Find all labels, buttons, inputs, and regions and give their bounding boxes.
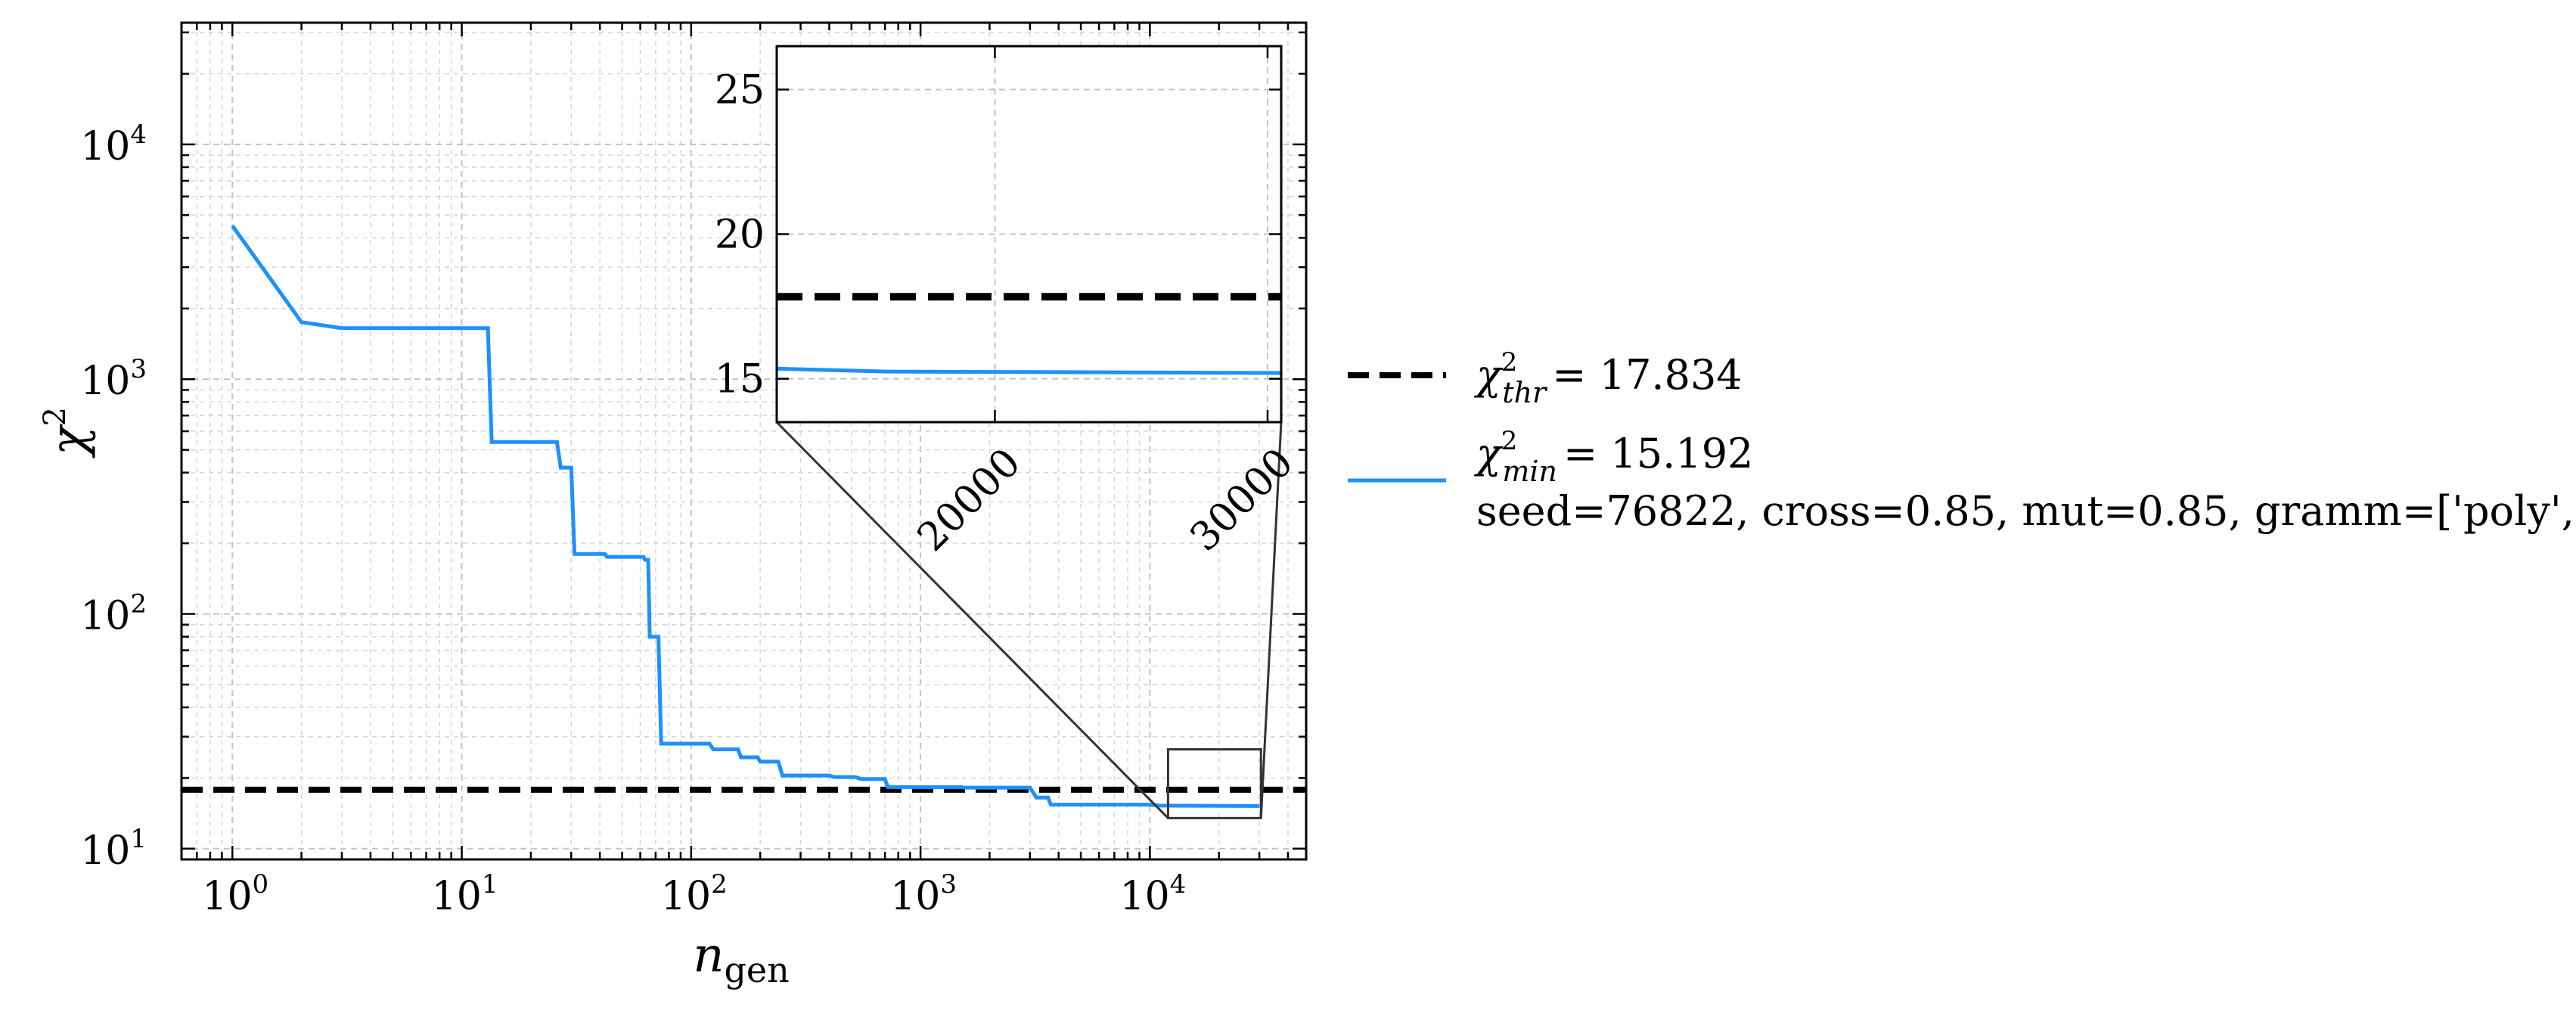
inset-ticks xyxy=(777,46,1281,422)
x-tick-label-exp: 2 xyxy=(711,869,728,900)
y-tick-label-base: 10 xyxy=(80,359,130,404)
x-tick-label-exp: 1 xyxy=(482,869,498,900)
y-tick-label: 102 xyxy=(80,589,147,639)
x-tick-label: 102 xyxy=(661,869,728,919)
inset-y-tick-label: 20 xyxy=(715,213,765,258)
legend-thr-symbol: χ xyxy=(1473,351,1504,399)
x-tick-label: 104 xyxy=(1119,869,1186,919)
y-tick-label-exp: 1 xyxy=(130,824,147,854)
x-axis-title-main: n xyxy=(693,928,724,983)
x-tick-label: 101 xyxy=(432,869,498,919)
legend-label-thr: χ2 thr = 17.834 xyxy=(1473,347,1743,409)
legend-min-sub: min xyxy=(1502,455,1557,488)
legend-label-min: χ2 min = 15.192 xyxy=(1473,426,1753,488)
x-tick-label: 100 xyxy=(202,869,268,919)
inset-y-tick-label: 25 xyxy=(715,67,765,113)
main-series xyxy=(182,225,1306,808)
y-tick-label-base: 10 xyxy=(80,124,130,169)
legend-min-value: = 15.192 xyxy=(1563,430,1753,477)
legend-min-extra: seed=76822, cross=0.85, mut=0.85, gramm=… xyxy=(1476,487,2576,535)
legend-thr-sub: thr xyxy=(1502,376,1548,409)
legend-min-sup: 2 xyxy=(1501,426,1518,456)
y-tick-label-exp: 2 xyxy=(130,589,147,619)
x-tick-label-exp: 0 xyxy=(253,869,269,900)
x-tick-label-exp: 4 xyxy=(1170,869,1187,900)
inset-plot: 20000 30000 15 20 25 xyxy=(715,45,1302,561)
inset-background xyxy=(777,46,1281,422)
zoom-indicator xyxy=(775,421,1283,819)
legend-min-symbol: χ xyxy=(1473,430,1504,477)
zoom-region-box xyxy=(1166,747,1262,819)
x-axis-title-sub: gen xyxy=(724,949,789,990)
zoom-connector-right xyxy=(1259,421,1283,819)
inset-x-tick-label: 30000 xyxy=(1181,440,1302,560)
y-tick-label: 103 xyxy=(80,354,147,404)
main-ticks xyxy=(180,23,1306,861)
x-tick-label-base: 10 xyxy=(432,874,482,919)
y-tick-label: 101 xyxy=(80,824,147,874)
inset-y-tick-label: 15 xyxy=(715,357,765,402)
inset-series xyxy=(776,293,1282,375)
y-tick-label-exp: 4 xyxy=(130,120,147,150)
main-plot-frame xyxy=(180,21,1308,861)
legend-thr-sup: 2 xyxy=(1501,347,1518,378)
x-tick-label-base: 10 xyxy=(661,874,711,919)
zoom-connector-left xyxy=(775,421,1169,819)
y-tick-label-exp: 3 xyxy=(130,354,147,384)
y-tick-label-base: 10 xyxy=(80,828,130,874)
x-tick-label-exp: 3 xyxy=(940,869,957,900)
legend-thr-value: = 17.834 xyxy=(1552,351,1742,399)
y-axis-title-main: χ xyxy=(41,424,97,458)
x-tick-label-base: 10 xyxy=(1119,874,1169,919)
x-tick-label: 103 xyxy=(890,869,957,919)
x-tick-label-base: 10 xyxy=(202,874,252,919)
y-tick-label-base: 10 xyxy=(80,593,130,639)
x-axis-title: ngen xyxy=(693,928,790,990)
legend: χ2 thr = 17.834 χ2 min = 15.192 seed=76822, … xyxy=(1348,347,2576,535)
chi2-min-line xyxy=(231,225,1260,808)
inset-chi2-min-line xyxy=(776,366,1282,375)
inset-x-tick-label: 20000 xyxy=(909,440,1029,560)
x-tick-label-base: 10 xyxy=(890,874,940,919)
y-tick-label: 104 xyxy=(80,120,147,169)
inset-frame xyxy=(775,45,1283,424)
y-axis-title-sup: 2 xyxy=(38,407,73,426)
y-axis-title: χ2 xyxy=(38,407,97,458)
